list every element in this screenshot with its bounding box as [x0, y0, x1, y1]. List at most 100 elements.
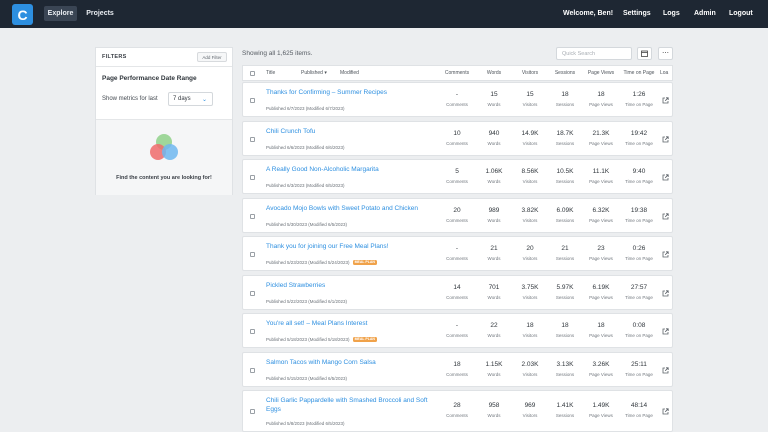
tab-explore[interactable]: Explore	[44, 6, 77, 21]
col-sessions[interactable]: Sessions	[554, 70, 576, 76]
external-link-icon[interactable]	[662, 213, 669, 220]
metric-value: 3.13K	[556, 361, 574, 368]
row-checkbox[interactable]	[250, 291, 255, 296]
row-title-link[interactable]: Chili Garlic Pappardelle with Smashed Br…	[266, 397, 428, 413]
metric-value: 0:26	[632, 245, 646, 252]
row-meta: Published 5/30/2023 (Modified 6/5/2023)	[266, 222, 347, 227]
row-title-link[interactable]: Avocado Mojo Bowls with Sweet Potato and…	[266, 205, 418, 212]
metric-page-views: 6.32K Page Views	[581, 207, 621, 223]
row-published-text: Published 6/3/2023 (Modified 6/5/2023)	[266, 183, 345, 188]
row-title-link[interactable]: Thanks for Confirming – Summer Recipes	[266, 89, 388, 96]
metric-value: 1.41K	[556, 402, 574, 409]
row-title-link[interactable]: Pickled Strawberries	[266, 282, 326, 289]
metric-words: 1.06K Words	[474, 168, 514, 184]
row-title-link[interactable]: Salmon Tacos with Mango Corn Salsa	[266, 359, 376, 366]
col-comments[interactable]: Comments	[444, 70, 470, 76]
external-link-icon[interactable]	[662, 174, 669, 181]
metric-value: 28	[453, 402, 461, 409]
metric-value: 0:08	[632, 322, 646, 329]
more-options-button[interactable]: ⋯	[658, 47, 673, 60]
table-row[interactable]: Pickled Strawberries Published 5/22/2023 …	[242, 275, 673, 310]
external-link-icon[interactable]	[662, 328, 669, 335]
col-modified[interactable]: Modified	[340, 70, 359, 76]
col-time-on-page[interactable]: Time on Page	[623, 70, 655, 76]
select-all-checkbox[interactable]	[250, 71, 255, 76]
table-row[interactable]: Avocado Mojo Bowls with Sweet Potato and…	[242, 198, 673, 233]
row-published-text: Published 5/23/2023 (Modified 5/24/2023)	[266, 260, 350, 265]
metric-page-views: 3.26K Page Views	[581, 361, 621, 377]
metric-sessions: 3.13K Sessions	[545, 361, 585, 377]
row-checkbox[interactable]	[250, 329, 255, 334]
row-title-link[interactable]: Thank you for joining our Free Meal Plan…	[266, 243, 389, 250]
calendar-button[interactable]	[637, 47, 652, 60]
table-row[interactable]: Chili Garlic Pappardelle with Smashed Br…	[242, 390, 673, 432]
metric-label: Words	[487, 295, 501, 300]
metric-label: Time on Page	[625, 218, 653, 223]
table-row[interactable]: A Really Good Non-Alcoholic Margarita Pub…	[242, 159, 673, 194]
external-link-icon[interactable]	[662, 251, 669, 258]
items-count: Showing all 1,625 items.	[242, 50, 313, 57]
col-published[interactable]: Published ▾	[301, 70, 327, 76]
venn-diagram-icon	[150, 134, 178, 160]
metric-comments: - Comments	[437, 91, 477, 107]
col-page-views[interactable]: Page Views	[587, 70, 615, 76]
col-extra[interactable]: Loa	[660, 70, 669, 76]
metric-comments: 5 Comments	[437, 168, 477, 184]
metric-words: 958 Words	[474, 402, 514, 418]
add-filter-button[interactable]: Add Filter	[197, 52, 227, 62]
row-checkbox[interactable]	[250, 409, 255, 414]
nav-link-settings[interactable]: Settings	[623, 10, 651, 17]
row-published-text: Published 5/18/2023 (Modified 5/18/2023)	[266, 337, 350, 342]
metric-value: 10.5K	[556, 168, 574, 175]
tab-projects[interactable]: Projects	[86, 10, 114, 17]
metric-value: 989	[488, 207, 500, 214]
metric-value: 18	[597, 91, 605, 98]
metric-label: Page Views	[589, 372, 613, 377]
nav-link-admin[interactable]: Admin	[694, 10, 716, 17]
empty-state-text: Find the content you are looking for!	[116, 175, 212, 181]
row-checkbox[interactable]	[250, 98, 255, 103]
row-checkbox[interactable]	[250, 175, 255, 180]
metric-label: Visitors	[522, 333, 538, 338]
nav-link-logout[interactable]: Logout	[729, 10, 753, 17]
metric-value: 19:38	[630, 207, 648, 214]
nav-link-logs[interactable]: Logs	[663, 10, 680, 17]
external-link-icon[interactable]	[662, 367, 669, 374]
table-row[interactable]: Thank you for joining our Free Meal Plan…	[242, 236, 673, 271]
table-row[interactable]: You're all set! – Meal Plans Interest Pub…	[242, 313, 673, 348]
external-link-icon[interactable]	[662, 97, 669, 104]
table-row[interactable]: Thanks for Confirming – Summer Recipes Pu…	[242, 82, 673, 117]
row-title-link[interactable]: You're all set! – Meal Plans Interest	[266, 320, 368, 327]
metric-value: 11.1K	[592, 168, 610, 175]
metric-value: 3.75K	[521, 284, 539, 291]
row-checkbox[interactable]	[250, 137, 255, 142]
col-visitors[interactable]: Visitors	[521, 70, 539, 76]
table-row[interactable]: Salmon Tacos with Mango Corn Salsa Publis…	[242, 352, 673, 387]
metric-label: Comments	[446, 333, 468, 338]
row-checkbox[interactable]	[250, 368, 255, 373]
row-title-link[interactable]: A Really Good Non-Alcoholic Margarita	[266, 166, 379, 173]
row-title-link[interactable]: Chili Crunch Tofu	[266, 128, 316, 135]
metric-value: 27:57	[630, 284, 648, 291]
search-input[interactable]: Quick Search	[556, 47, 632, 60]
external-link-icon[interactable]	[662, 136, 669, 143]
days-select[interactable]: 7 days ⌄	[168, 92, 213, 106]
metric-value: 20	[453, 207, 461, 214]
metric-label: Page Views	[589, 102, 613, 107]
col-title[interactable]: Title	[266, 70, 276, 76]
metric-label: Page Views	[589, 295, 613, 300]
metric-value: 958	[488, 402, 500, 409]
metric-value: -	[455, 322, 459, 329]
metric-label: Time on Page	[625, 179, 653, 184]
row-checkbox[interactable]	[250, 252, 255, 257]
metric-label: Time on Page	[625, 256, 653, 261]
table-row[interactable]: Chili Crunch Tofu Published 6/6/2023 (Mod…	[242, 121, 673, 156]
metric-label: Page Views	[589, 413, 613, 418]
app-logo[interactable]: C	[12, 4, 33, 25]
metric-value: 48:14	[630, 402, 648, 409]
row-checkbox[interactable]	[250, 214, 255, 219]
external-link-icon[interactable]	[662, 290, 669, 297]
metric-value: 3.82K	[521, 207, 539, 214]
col-words[interactable]: Words	[486, 70, 502, 76]
external-link-icon[interactable]	[662, 408, 669, 415]
